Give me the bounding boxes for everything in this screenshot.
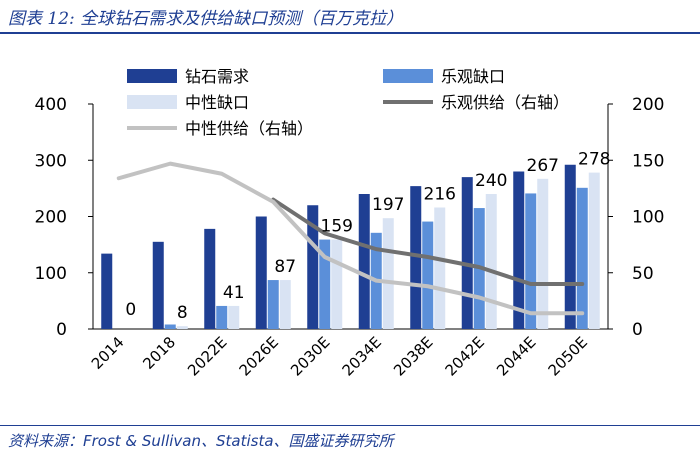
bar-optimistic-gap xyxy=(216,305,228,329)
data-label: 267 xyxy=(527,156,559,176)
bar-neutral-gap xyxy=(279,280,291,329)
right-tick-label: 150 xyxy=(632,151,664,171)
bar-neutral-gap xyxy=(331,239,343,329)
left-tick-label: 400 xyxy=(35,95,67,115)
right-tick-label: 100 xyxy=(632,208,664,228)
data-label: 278 xyxy=(578,150,610,170)
chart-title: 图表 12: 全球钻石需求及供给缺口预测（百万克拉） xyxy=(8,9,404,29)
left-tick-label: 300 xyxy=(35,151,67,171)
bar-neutral-gap xyxy=(382,218,394,329)
bar-demand xyxy=(410,186,422,329)
bar-demand xyxy=(358,194,370,329)
x-tick-label: 2044E xyxy=(493,333,539,379)
left-tick-label: 100 xyxy=(35,264,67,284)
bar-demand xyxy=(204,228,216,329)
legend-swatch xyxy=(383,69,433,83)
data-label: 87 xyxy=(274,257,296,277)
bar-neutral-gap xyxy=(537,178,549,329)
legend-swatch xyxy=(127,69,177,83)
legend-swatch xyxy=(127,95,177,109)
right-tick-label: 0 xyxy=(632,320,643,340)
line-optimistic-supply xyxy=(271,197,585,286)
data-label: 0 xyxy=(125,300,136,320)
source-note: 资料来源：Frost & Sullivan、Statista、国盛证券研究所 xyxy=(8,432,394,450)
x-tick-label: 2034E xyxy=(339,333,385,379)
data-label: 197 xyxy=(372,195,404,215)
right-tick-label: 200 xyxy=(632,95,664,115)
data-label: 8 xyxy=(177,303,188,323)
legend-label: 钻石需求 xyxy=(185,67,249,86)
bar-neutral-gap xyxy=(588,172,600,329)
bar-demand xyxy=(152,241,164,329)
bar-optimistic-gap xyxy=(164,324,176,329)
bar-demand xyxy=(101,253,113,329)
legend-label: 中性缺口 xyxy=(185,93,249,112)
left-tick-label: 0 xyxy=(56,320,67,340)
bar-optimistic-gap xyxy=(267,280,279,329)
x-tick-label: 2014 xyxy=(88,333,128,373)
x-tick-label: 2042E xyxy=(442,333,488,379)
legend-label: 乐观供给（右轴） xyxy=(441,93,569,112)
legend-label: 乐观缺口 xyxy=(441,67,505,86)
bar-demand xyxy=(564,164,576,329)
x-tick-label: 2030E xyxy=(287,333,333,379)
data-label: 216 xyxy=(424,185,456,205)
bar-optimistic-gap xyxy=(422,221,434,329)
bar-optimistic-gap xyxy=(319,239,331,329)
bar-demand xyxy=(307,205,319,329)
bar-demand xyxy=(461,177,473,329)
line-neutral-supply xyxy=(116,161,585,316)
bar-demand xyxy=(513,171,525,329)
x-tick-label: 2018 xyxy=(139,333,179,373)
footer-rule xyxy=(0,425,700,426)
bar-demand xyxy=(255,216,267,329)
x-tick-label: 2022E xyxy=(184,333,230,379)
x-tick-label: 2038E xyxy=(390,333,436,379)
legend-label: 中性供给（右轴） xyxy=(185,119,313,138)
x-tick-label: 2050E xyxy=(545,333,591,379)
bar-neutral-gap xyxy=(485,194,497,329)
bar-optimistic-gap xyxy=(576,187,588,329)
header: 图表 12: 全球钻石需求及供给缺口预测（百万克拉） xyxy=(0,0,700,32)
data-label: 41 xyxy=(223,283,245,303)
x-tick-label: 2026E xyxy=(236,333,282,379)
right-tick-label: 50 xyxy=(632,264,654,284)
bar-neutral-gap xyxy=(434,207,446,329)
data-label: 240 xyxy=(475,171,507,191)
bar-optimistic-gap xyxy=(525,193,537,329)
header-rule xyxy=(0,32,700,34)
bar-neutral-gap xyxy=(176,326,188,329)
left-tick-label: 200 xyxy=(35,208,67,228)
data-label: 159 xyxy=(321,217,353,237)
bar-neutral-gap xyxy=(228,305,240,329)
